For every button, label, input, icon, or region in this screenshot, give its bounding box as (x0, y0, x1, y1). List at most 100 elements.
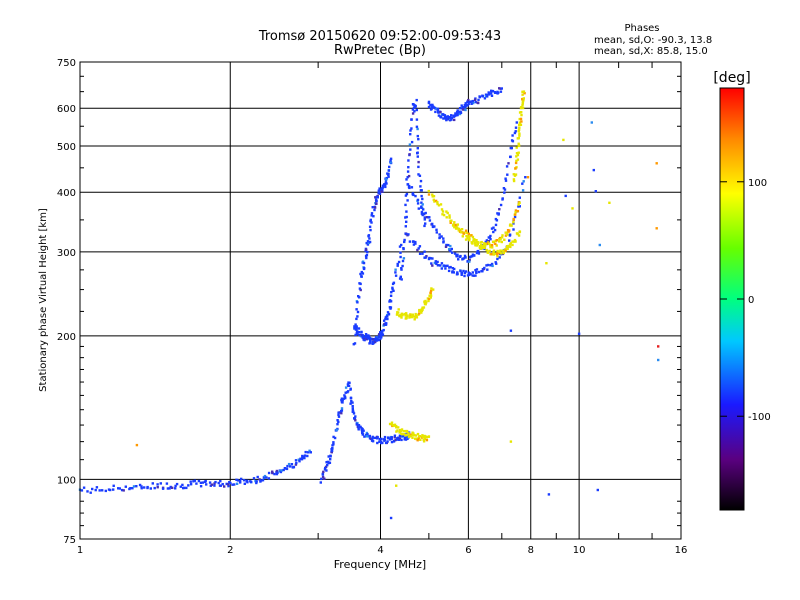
o-mode-point (361, 334, 364, 337)
o-mode-point (351, 407, 354, 410)
o-mode-point (373, 208, 376, 212)
o-mode-point (376, 441, 379, 445)
o-mode-point (365, 334, 369, 338)
x-mode-point (457, 229, 460, 232)
scatter-point (655, 227, 658, 230)
o-mode-point (428, 216, 431, 219)
x-mode-point (418, 308, 421, 312)
o-mode-point (256, 475, 259, 479)
o-mode-point (354, 415, 357, 418)
o-mode-point (416, 151, 419, 154)
o-mode-point (466, 260, 469, 263)
x-mode-point (505, 231, 509, 234)
o-mode-point (405, 210, 408, 213)
o-mode-point (267, 477, 271, 480)
o-mode-point (503, 188, 507, 191)
o-mode-point (494, 261, 497, 264)
x-mode-point (426, 297, 430, 300)
o-mode-point (384, 185, 387, 189)
o-mode-point (365, 248, 368, 251)
o-mode-point (474, 274, 477, 277)
o-mode-point (340, 412, 343, 415)
o-mode-point (489, 92, 493, 95)
x-mode-point (414, 434, 417, 437)
o-mode-point (475, 268, 479, 271)
o-mode-point (363, 338, 366, 342)
o-mode-point (445, 115, 448, 119)
o-mode-point (197, 479, 201, 483)
o-mode-point (418, 252, 422, 255)
o-mode-point (431, 257, 434, 260)
o-mode-point (398, 434, 402, 438)
x-mode-point (397, 311, 400, 314)
x-mode-point (514, 161, 518, 165)
o-mode-point (378, 333, 381, 336)
o-mode-point (437, 110, 440, 114)
x-mode-point (410, 434, 413, 438)
x-mode-point (397, 308, 400, 311)
chart-header: Tromsø 20150620 09:52:00-09:53:43 RwPret… (258, 29, 501, 58)
x-mode-point (496, 254, 499, 258)
o-mode-point (392, 281, 396, 284)
o-mode-point (521, 189, 525, 192)
o-mode-point (370, 212, 374, 215)
x-tick-label: 10 (573, 545, 586, 556)
x-mode-point (401, 433, 404, 436)
x-mode-point (427, 189, 430, 193)
o-mode-point (370, 214, 373, 217)
o-mode-point (446, 115, 449, 118)
scatter-point (562, 138, 565, 142)
o-mode-point (381, 186, 384, 189)
o-mode-point (370, 221, 373, 224)
x-mode-point (432, 195, 436, 198)
x-mode-point (393, 423, 397, 426)
o-mode-point (149, 487, 152, 490)
o-mode-point (229, 481, 232, 485)
x-mode-point (521, 93, 524, 96)
o-mode-point (422, 208, 425, 211)
o-mode-point (518, 205, 521, 208)
x-mode-point (514, 167, 517, 170)
x-mode-point (500, 252, 503, 255)
o-mode-point (366, 433, 369, 436)
o-mode-point (429, 103, 432, 107)
x-mode-point (521, 106, 525, 110)
x-mode-point (455, 225, 458, 228)
x-mode-point (516, 153, 520, 157)
o-mode-point (359, 272, 362, 276)
o-mode-point (420, 206, 423, 209)
o-mode-point (407, 174, 411, 178)
x-mode-point (522, 90, 526, 93)
x-mode-point (446, 211, 449, 215)
o-mode-point (508, 233, 512, 236)
x-mode-point (515, 155, 518, 158)
o-mode-point (175, 482, 179, 486)
x-mode-point (517, 128, 521, 131)
o-mode-point (299, 457, 302, 460)
o-mode-point (412, 193, 415, 197)
o-mode-point (95, 486, 99, 489)
o-mode-point (379, 335, 383, 338)
o-mode-point (403, 438, 406, 441)
o-mode-point (193, 479, 197, 482)
o-mode-point (273, 472, 276, 476)
x-mode-point (460, 228, 464, 231)
x-mode-point (518, 134, 521, 137)
o-mode-point (306, 454, 309, 458)
o-mode-point (382, 328, 385, 332)
x-mode-point (427, 299, 430, 303)
o-mode-point (407, 159, 410, 162)
o-mode-point (417, 247, 420, 250)
x-mode-point (403, 312, 406, 316)
o-mode-point (379, 337, 382, 340)
x-mode-point (454, 223, 457, 227)
x-mode-point (414, 437, 417, 440)
o-mode-point (360, 275, 363, 278)
o-mode-point (214, 480, 217, 484)
o-mode-point (117, 487, 120, 490)
o-mode-point (219, 484, 222, 487)
x-mode-point (433, 200, 436, 203)
o-mode-point (375, 339, 378, 342)
x-mode-point (398, 315, 401, 318)
o-mode-point (366, 336, 369, 340)
